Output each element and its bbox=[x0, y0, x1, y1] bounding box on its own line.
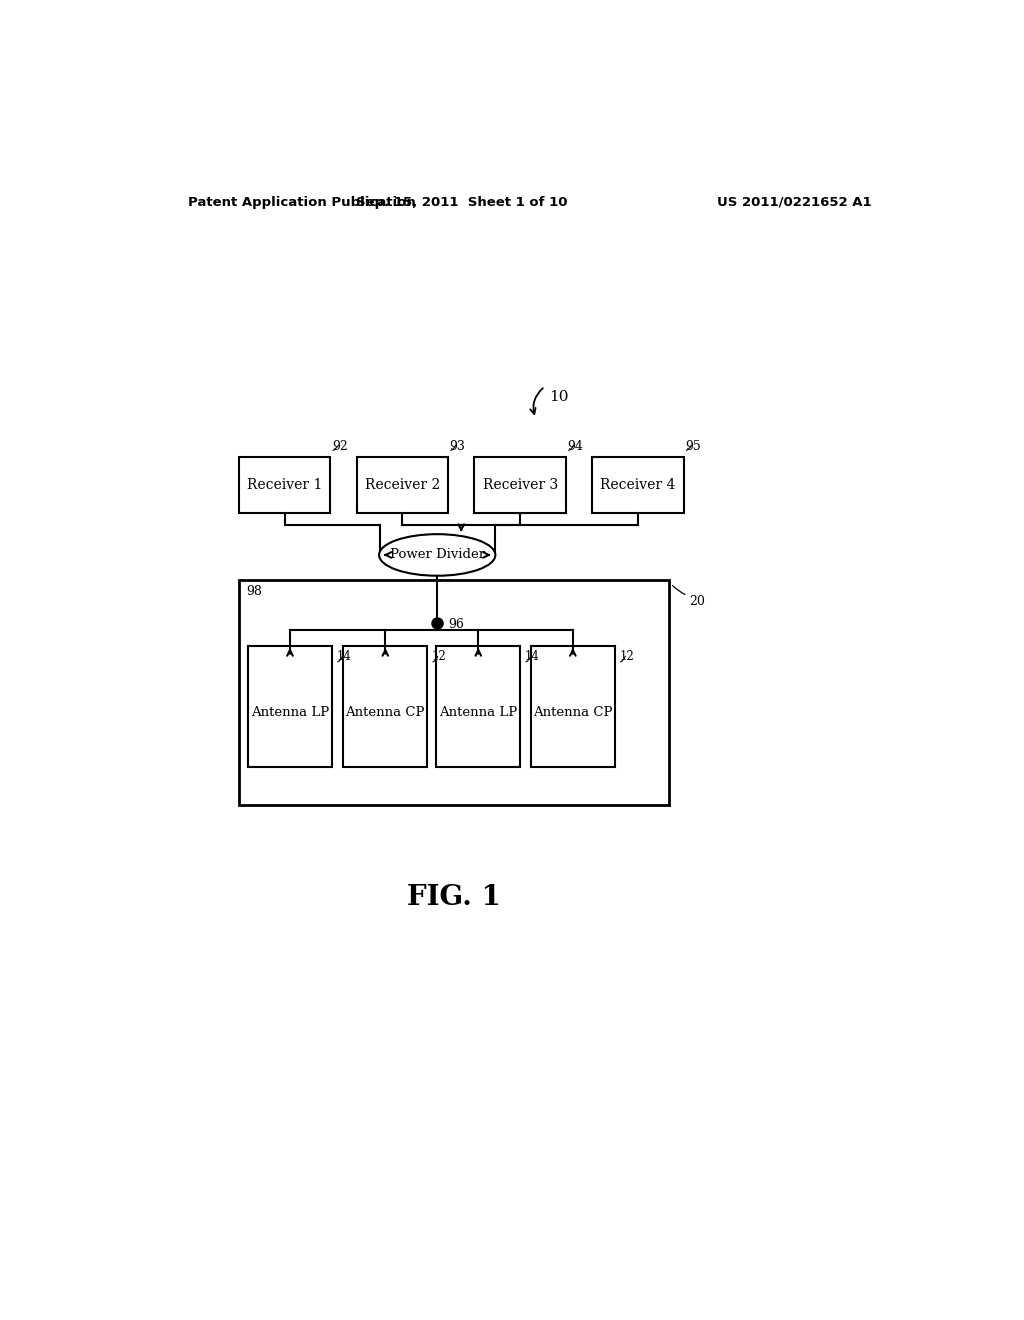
Bar bbox=[343, 645, 427, 767]
Text: Receiver 2: Receiver 2 bbox=[365, 478, 440, 492]
Text: 10: 10 bbox=[550, 391, 569, 404]
Text: 96: 96 bbox=[449, 618, 464, 631]
Bar bbox=[356, 457, 449, 512]
Bar bbox=[436, 645, 520, 767]
Bar bbox=[592, 457, 684, 512]
Text: Patent Application Publication: Patent Application Publication bbox=[188, 195, 416, 209]
Text: Receiver 1: Receiver 1 bbox=[247, 478, 323, 492]
Bar bbox=[239, 581, 669, 805]
Text: 92: 92 bbox=[332, 440, 347, 453]
Text: 98: 98 bbox=[247, 585, 262, 598]
Text: 20: 20 bbox=[689, 595, 705, 609]
Text: Antenna CP: Antenna CP bbox=[345, 706, 425, 719]
Text: 12: 12 bbox=[620, 649, 634, 663]
Ellipse shape bbox=[379, 535, 496, 576]
Text: 94: 94 bbox=[567, 440, 584, 453]
Text: FIG. 1: FIG. 1 bbox=[407, 884, 501, 911]
Text: Sep. 15, 2011  Sheet 1 of 10: Sep. 15, 2011 Sheet 1 of 10 bbox=[355, 195, 567, 209]
Text: Antenna LP: Antenna LP bbox=[439, 706, 517, 719]
Bar bbox=[239, 457, 331, 512]
Text: US 2011/0221652 A1: US 2011/0221652 A1 bbox=[717, 195, 871, 209]
Text: 12: 12 bbox=[432, 649, 446, 663]
Text: 14: 14 bbox=[337, 649, 351, 663]
Text: Receiver 4: Receiver 4 bbox=[600, 478, 676, 492]
Text: 14: 14 bbox=[524, 649, 540, 663]
Bar bbox=[531, 645, 614, 767]
Text: 93: 93 bbox=[450, 440, 466, 453]
Text: Power Divider: Power Divider bbox=[390, 548, 484, 561]
Text: Antenna LP: Antenna LP bbox=[251, 706, 329, 719]
Text: 95: 95 bbox=[685, 440, 701, 453]
Bar bbox=[474, 457, 566, 512]
Bar bbox=[248, 645, 332, 767]
Text: Antenna CP: Antenna CP bbox=[534, 706, 612, 719]
Text: Receiver 3: Receiver 3 bbox=[482, 478, 558, 492]
